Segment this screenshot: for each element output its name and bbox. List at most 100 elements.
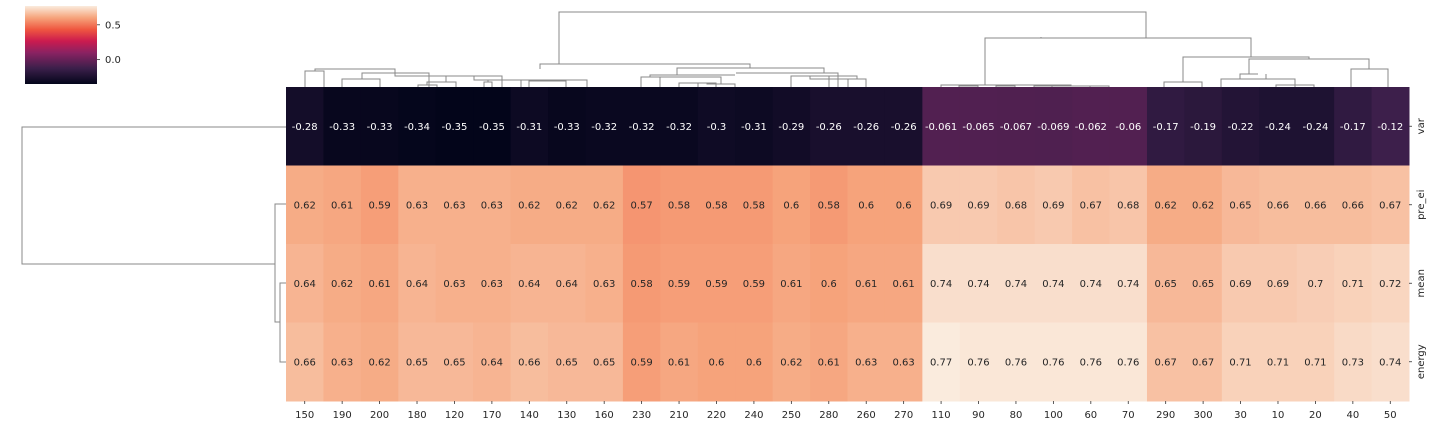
x-tick-label: 250 [782,410,801,421]
heatmap-cell [1296,87,1335,166]
cell-value-label: 0.73 [1342,357,1364,368]
heatmap-cell [772,244,811,323]
cell-value-label: 0.63 [481,279,503,290]
cell-value-label: 0.59 [368,200,390,211]
heatmap-cell [735,165,774,245]
x-tick-label: 30 [1234,410,1247,421]
heatmap-cell [622,322,661,402]
heatmap-cell [772,87,811,166]
heatmap-cell [884,87,923,166]
cell-value-label: -0.31 [516,122,542,133]
cell-value-label: -0.35 [479,122,505,133]
x-tick-label: 190 [333,410,352,421]
cell-value-label: 0.71 [1304,357,1326,368]
x-tick-label: 160 [595,410,614,421]
heatmap-cell [1259,87,1298,166]
heatmap-cell [1072,165,1111,245]
cell-value-label: -0.29 [778,122,804,133]
cell-value-label: -0.24 [1265,122,1291,133]
heatmap-cell [884,165,923,245]
cell-value-label: 0.57 [630,200,652,211]
cell-value-label: -0.26 [891,122,917,133]
heatmap-cell [660,322,699,402]
cell-value-label: 0.6 [709,357,725,368]
heatmap-cell [1334,244,1373,323]
heatmap-cell [697,87,736,166]
heatmap-cell [1371,87,1410,166]
cell-value-label: 0.6 [783,200,799,211]
heatmap-cell [360,322,399,402]
heatmap-cell [360,165,399,245]
heatmap-cell [1072,87,1111,166]
cell-value-label: -0.33 [367,122,393,133]
cell-value-label: 0.74 [930,279,952,290]
heatmap-cell [548,165,586,245]
cell-value-label: 0.62 [331,279,353,290]
cell-value-label: 0.65 [1155,279,1177,290]
heatmap-cell [922,87,961,166]
cell-value-label: 0.63 [331,357,353,368]
cell-value-label: 0.69 [1042,200,1064,211]
cell-value-label: 0.59 [705,279,727,290]
cell-value-label: 0.74 [1117,279,1139,290]
cell-value-label: 0.65 [1229,200,1251,211]
x-tick-label: 10 [1272,410,1285,421]
heatmap-cell [1184,244,1223,323]
heatmap-cell [435,322,474,402]
cell-value-label: -0.26 [816,122,842,133]
cell-value-label: 0.74 [1042,279,1064,290]
cell-value-label: 0.67 [1155,357,1177,368]
cell-value-label: -0.062 [1075,122,1107,133]
heatmap-cell [1034,244,1073,323]
cell-value-label: 0.69 [1267,279,1289,290]
heatmap-cell [622,165,661,245]
cell-value-label: 0.62 [294,200,316,211]
cell-value-label: -0.33 [329,122,355,133]
x-tick-label: 70 [1122,410,1135,421]
heatmap-cell [1109,322,1148,402]
heatmap-cell [510,244,549,323]
x-tick-label: 100 [1044,410,1063,421]
heatmap-cell [1296,244,1335,323]
heatmap-cell [1034,322,1073,402]
cell-value-label: 0.61 [331,200,353,211]
y-tick-label: mean [1416,269,1427,297]
heatmap-cell [360,87,399,166]
heatmap-cell [398,244,437,323]
cell-value-label: 0.61 [368,279,390,290]
x-tick-label: 220 [707,410,726,421]
cell-value-label: 0.66 [1342,200,1364,211]
cell-value-label: 0.69 [967,200,989,211]
x-tick-label: 80 [1010,410,1023,421]
cell-value-label: 0.69 [1229,279,1251,290]
cell-value-label: 0.59 [743,279,765,290]
heatmap-cell [435,244,474,323]
cell-value-label: 0.65 [556,357,578,368]
heatmap-cell [473,322,512,402]
heatmap-cell [1109,165,1148,245]
cell-value-label: -0.3 [707,122,727,133]
cell-value-label: 0.71 [1229,357,1251,368]
x-tick-label: 110 [932,410,951,421]
heatmap-cell [847,165,886,245]
heatmap-cell [473,165,512,245]
heatmap-cell [1371,322,1410,402]
cell-value-label: 0.6 [821,279,837,290]
x-tick-label: 280 [819,410,838,421]
heatmap-cell [660,165,699,245]
cell-value-label: 0.65 [443,357,465,368]
heatmap-cell [622,244,661,323]
heatmap-cell [1371,165,1410,245]
x-tick-label: 120 [445,410,464,421]
cell-value-label: 0.58 [705,200,727,211]
cell-value-label: 0.63 [443,279,465,290]
colorbar-gradient [25,6,97,84]
cell-value-label: 0.63 [406,200,428,211]
heatmap-cell [1371,244,1410,323]
heatmap-cell [847,322,886,402]
cell-value-label: 0.77 [930,357,952,368]
heatmap-cell [1259,165,1298,245]
cell-value-label: 0.63 [893,357,915,368]
